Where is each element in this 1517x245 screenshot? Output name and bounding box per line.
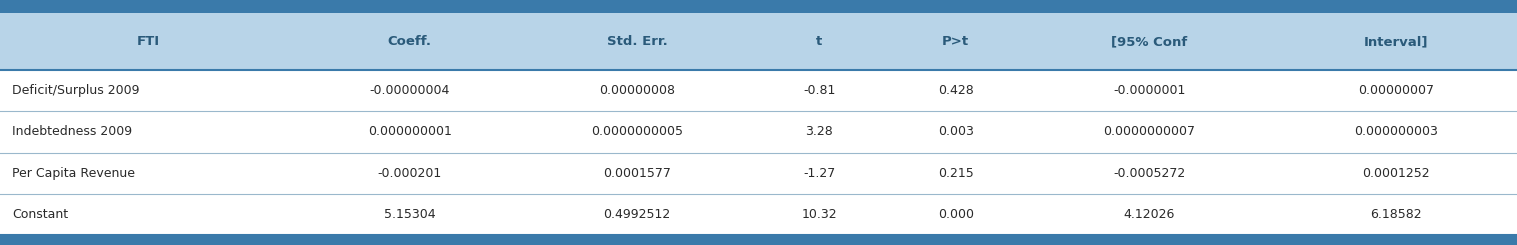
Text: 0.00000007: 0.00000007 bbox=[1358, 84, 1434, 97]
Text: Coeff.: Coeff. bbox=[387, 35, 432, 48]
Text: Indebtedness 2009: Indebtedness 2009 bbox=[12, 125, 132, 138]
Text: Constant: Constant bbox=[12, 208, 68, 221]
Text: 0.0000000007: 0.0000000007 bbox=[1103, 125, 1195, 138]
Text: 4.12026: 4.12026 bbox=[1124, 208, 1174, 221]
Text: Std. Err.: Std. Err. bbox=[607, 35, 667, 48]
Text: t: t bbox=[816, 35, 822, 48]
Text: [95% Conf: [95% Conf bbox=[1110, 35, 1188, 48]
Bar bbox=[0, 13, 1517, 70]
Text: -0.81: -0.81 bbox=[802, 84, 836, 97]
Text: 0.215: 0.215 bbox=[938, 167, 974, 180]
Bar bbox=[0, 0, 1517, 13]
Text: FTI: FTI bbox=[137, 35, 159, 48]
Text: 3.28: 3.28 bbox=[806, 125, 833, 138]
Text: 10.32: 10.32 bbox=[801, 208, 837, 221]
Text: Interval]: Interval] bbox=[1364, 35, 1427, 48]
Text: 6.18582: 6.18582 bbox=[1370, 208, 1421, 221]
Text: 0.0001252: 0.0001252 bbox=[1362, 167, 1429, 180]
Text: 0.000: 0.000 bbox=[938, 208, 974, 221]
Text: -0.000201: -0.000201 bbox=[378, 167, 441, 180]
Text: 0.000000001: 0.000000001 bbox=[367, 125, 452, 138]
Text: 5.15304: 5.15304 bbox=[384, 208, 435, 221]
Bar bbox=[0, 235, 1517, 245]
Text: -0.0000001: -0.0000001 bbox=[1113, 84, 1185, 97]
Text: 0.003: 0.003 bbox=[938, 125, 974, 138]
Text: 0.0001577: 0.0001577 bbox=[604, 167, 671, 180]
Text: P>t: P>t bbox=[942, 35, 969, 48]
Text: 0.0000000005: 0.0000000005 bbox=[592, 125, 683, 138]
Text: Deficit/Surplus 2009: Deficit/Surplus 2009 bbox=[12, 84, 140, 97]
Bar bbox=[0, 111, 1517, 152]
Text: 0.00000008: 0.00000008 bbox=[599, 84, 675, 97]
Text: 0.4992512: 0.4992512 bbox=[604, 208, 671, 221]
Text: Per Capita Revenue: Per Capita Revenue bbox=[12, 167, 135, 180]
Text: 0.428: 0.428 bbox=[938, 84, 974, 97]
Bar bbox=[0, 70, 1517, 111]
Text: -0.00000004: -0.00000004 bbox=[370, 84, 449, 97]
Bar bbox=[0, 194, 1517, 235]
Text: -0.0005272: -0.0005272 bbox=[1113, 167, 1185, 180]
Text: 0.000000003: 0.000000003 bbox=[1353, 125, 1438, 138]
Bar bbox=[0, 152, 1517, 194]
Text: -1.27: -1.27 bbox=[802, 167, 836, 180]
